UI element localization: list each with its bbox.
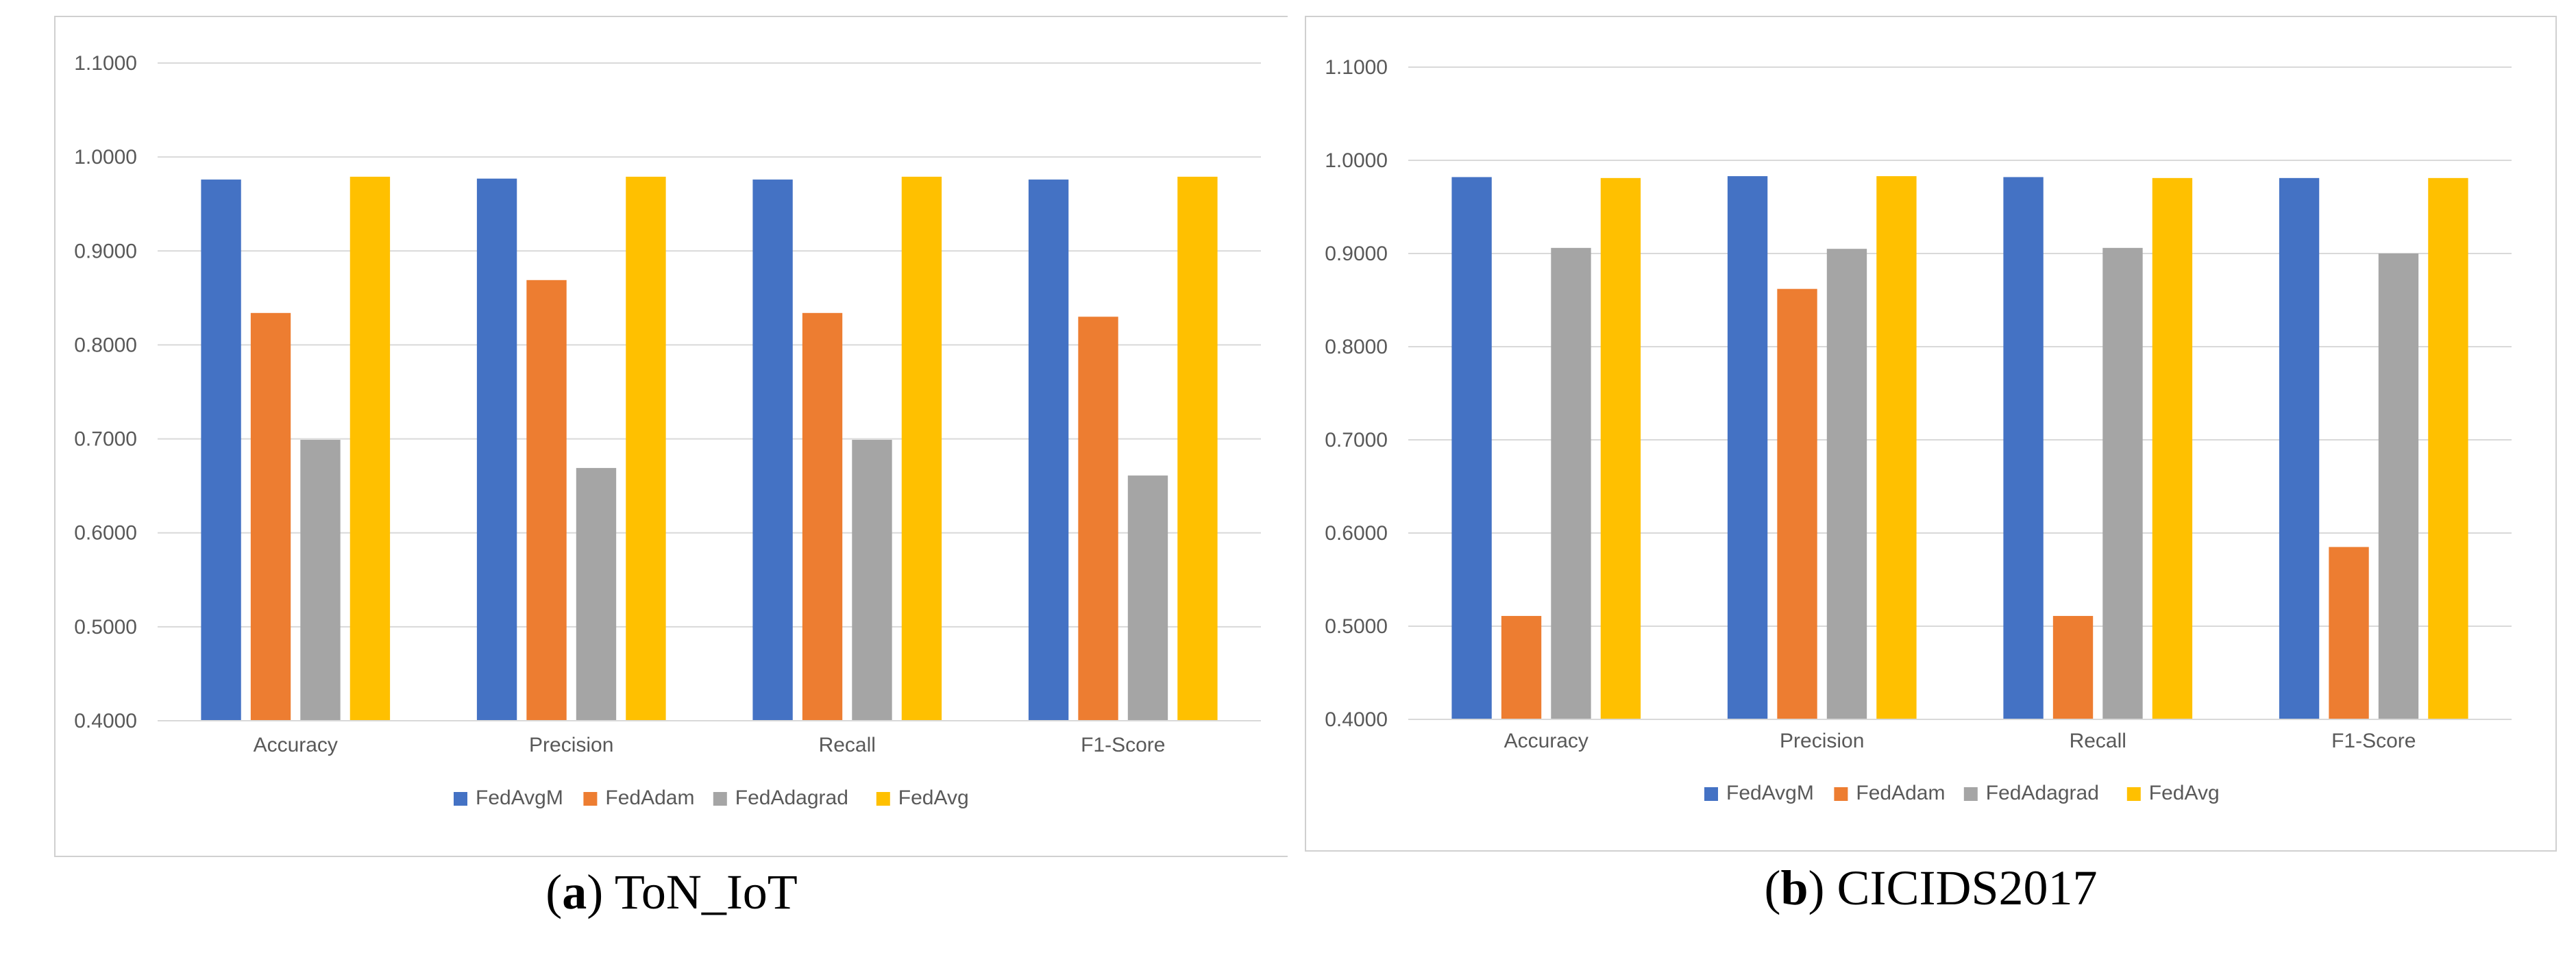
- y-tick-label: 0.6000: [74, 522, 137, 545]
- chart-ton-iot: 0.4000 0.5000 0.6000 0.7000 0.8000 0.9000 1.00…: [54, 16, 1288, 919]
- bar-fedadagrad-accuracy: [300, 439, 341, 721]
- y-tick-label: 0.4000: [1325, 708, 1388, 731]
- x-tick-label: Precision: [529, 734, 613, 756]
- bar-fedadam-recall: [2052, 616, 2094, 719]
- x-tick-label: F1-Score: [1081, 734, 1165, 756]
- y-tick-label: 0.4000: [74, 710, 137, 732]
- legend-label-fedadam: FedAdam: [605, 787, 694, 809]
- y-tick-label: 0.5000: [74, 616, 137, 639]
- bar-fedadagrad-recall: [2102, 247, 2143, 720]
- bar-fedadam-recall: [802, 312, 843, 721]
- caption-text: ToN_IoT: [615, 865, 798, 919]
- bar-fedadam-accuracy: [250, 312, 291, 721]
- caption-letter: a: [562, 865, 587, 919]
- x-tick-label: Precision: [1780, 730, 1864, 752]
- bar-fedadam-f1-score: [2329, 547, 2369, 719]
- y-tick-label: 0.8000: [1325, 336, 1388, 358]
- legend-swatch-fedavgm: [454, 792, 467, 806]
- caption-letter: b: [1780, 861, 1808, 915]
- x-tick-label: Accuracy: [254, 734, 338, 756]
- legend-label-fedadam: FedAdam: [1856, 782, 1945, 804]
- legend-label-fedavgm: FedAvgM: [1726, 782, 1814, 804]
- bar-fedavg-precision: [1876, 176, 1917, 719]
- bar-fedadam-f1-score: [1078, 317, 1118, 721]
- legend-label-fedavg: FedAvg: [898, 787, 969, 809]
- bar-fedavg-f1-score: [2428, 177, 2468, 720]
- figure-b: 0.4000 0.5000 0.6000 0.7000 0.8000 0.9000 1.00…: [1288, 0, 2575, 953]
- legend-label-fedavg: FedAvg: [2149, 782, 2220, 804]
- bar-fedavgm-f1-score: [2279, 177, 2320, 720]
- bar-fedadagrad-precision: [576, 468, 617, 721]
- bar-fedavgm-recall: [2003, 177, 2044, 720]
- caption-paren-open: (: [545, 865, 562, 919]
- legend-swatch-fedavg: [876, 792, 890, 806]
- legend-swatch-fedadam: [1834, 787, 1848, 801]
- bar-fedadagrad-precision: [1826, 249, 1867, 719]
- bar-fedavgm-precision: [476, 178, 517, 721]
- legend-swatch-fedavg: [2126, 787, 2141, 801]
- figure-a: 0.4000 0.5000 0.6000 0.7000 0.8000 0.9000 1.00…: [54, 16, 1288, 919]
- bar-fedadagrad-accuracy: [1551, 247, 1591, 720]
- bar-fedadam-precision: [526, 280, 567, 721]
- y-tick-label: 1.0000: [1325, 149, 1388, 172]
- y-tick-label: 1.1000: [1325, 56, 1388, 79]
- y-tick-label: 0.6000: [1325, 522, 1388, 545]
- bar-fedadam-accuracy: [1501, 616, 1542, 719]
- bar-fedavgm-accuracy: [1451, 177, 1492, 720]
- x-tick-label: Recall: [2070, 730, 2126, 752]
- caption-text: CICIDS2017: [1837, 861, 2097, 915]
- y-tick-label: 0.9000: [1325, 243, 1388, 265]
- legend-swatch-fedadagrad: [713, 792, 727, 806]
- y-tick-label: 0.7000: [1325, 429, 1388, 451]
- x-tick-label: F1-Score: [2331, 730, 2416, 752]
- y-tick-label: 0.5000: [1325, 615, 1388, 638]
- bar-fedavgm-recall: [752, 180, 793, 721]
- y-tick-label: 1.1000: [74, 52, 137, 75]
- x-tick-label: Recall: [819, 734, 876, 756]
- legend-swatch-fedavgm: [1704, 787, 1718, 801]
- y-tick-label: 0.7000: [74, 428, 137, 451]
- y-tick-label: 1.0000: [74, 146, 137, 169]
- x-tick-label: Accuracy: [1504, 730, 1588, 752]
- legend-label-fedadagrad: FedAdagrad: [1986, 782, 2099, 804]
- chart-cicids2017: 0.4000 0.5000 0.6000 0.7000 0.8000 0.9000 1.00…: [1305, 16, 2557, 915]
- caption-paren-close: ): [1808, 861, 1837, 915]
- chart-frame: [54, 16, 1288, 857]
- legend-label-fedadagrad: FedAdagrad: [735, 787, 848, 809]
- figure-caption: (b) CICIDS2017: [1764, 861, 2097, 915]
- bar-fedavg-recall: [2152, 177, 2193, 720]
- bar-fedavg-precision: [626, 176, 666, 721]
- legend-swatch-fedadam: [583, 792, 598, 806]
- bar-fedavgm-accuracy: [201, 180, 241, 721]
- bar-fedadagrad-recall: [852, 439, 892, 721]
- y-tick-label: 0.8000: [74, 334, 137, 356]
- bar-fedavgm-f1-score: [1028, 180, 1069, 721]
- bar-fedavg-accuracy: [1600, 177, 1641, 720]
- caption-paren-close: ): [587, 865, 615, 919]
- legend-label-fedavgm: FedAvgM: [476, 787, 563, 809]
- bar-fedadagrad-f1-score: [1127, 475, 1168, 721]
- caption-paren-open: (: [1764, 861, 1780, 915]
- bar-fedavg-recall: [901, 176, 942, 721]
- chart-frame: [1305, 16, 2557, 852]
- bar-fedadagrad-f1-score: [2378, 253, 2419, 719]
- bar-fedavg-accuracy: [349, 176, 391, 721]
- legend-swatch-fedadagrad: [1963, 787, 1978, 801]
- bar-fedavg-f1-score: [1177, 176, 1218, 721]
- figure-caption: (a) ToN_IoT: [545, 865, 798, 919]
- bar-fedavgm-precision: [1727, 176, 1768, 719]
- bar-fedadam-precision: [1777, 288, 1817, 719]
- y-tick-label: 0.9000: [74, 240, 137, 262]
